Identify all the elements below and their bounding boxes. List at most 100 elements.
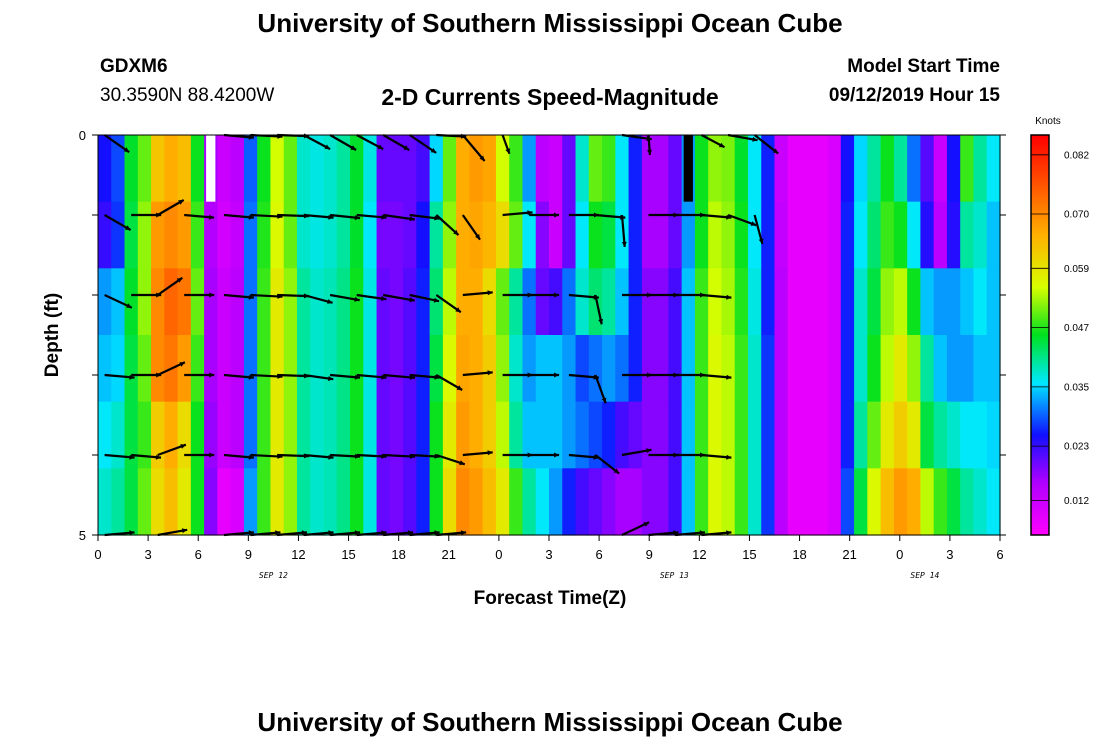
heat-cell xyxy=(137,335,152,403)
heat-cell xyxy=(986,268,1001,336)
colorbar-tick-label: 0.047 xyxy=(1064,323,1089,334)
heat-cell xyxy=(562,401,577,469)
heat-cell xyxy=(747,135,762,203)
vector-arrowhead xyxy=(155,454,161,460)
heat-cell xyxy=(389,268,404,336)
heat-cell xyxy=(920,135,935,203)
heat-cell xyxy=(323,135,338,203)
x-axis-label: Forecast Time(Z) xyxy=(474,588,627,609)
heat-cell xyxy=(854,268,868,336)
vector-arrowhead xyxy=(409,297,415,303)
colorbar-tick-label: 0.082 xyxy=(1064,150,1089,161)
heat-cell xyxy=(283,135,298,203)
heat-cell xyxy=(893,201,908,269)
vector-arrowhead xyxy=(621,241,627,247)
vector-arrowhead xyxy=(301,530,307,536)
vector-arrowhead xyxy=(381,214,387,220)
heat-cell xyxy=(204,268,218,336)
heat-cell xyxy=(933,468,948,536)
heat-cell xyxy=(761,135,776,203)
heat-cell xyxy=(336,401,351,469)
heat-cell xyxy=(562,268,577,336)
heat-cell xyxy=(310,135,325,203)
current-vector xyxy=(104,453,135,459)
heat-cell xyxy=(270,135,285,203)
heat-cell xyxy=(907,135,922,203)
heat-cell xyxy=(973,135,988,203)
heat-cell xyxy=(893,135,908,203)
current-vector xyxy=(103,134,130,154)
vector-arrowhead xyxy=(248,214,254,220)
heat-cell xyxy=(416,135,431,203)
heat-cell xyxy=(336,335,351,403)
heat-cell xyxy=(296,135,311,203)
heat-cell xyxy=(336,135,351,203)
heat-cell xyxy=(535,468,550,536)
heat-cell xyxy=(310,268,325,336)
heat-cell xyxy=(628,335,643,403)
chart-axes: 0 3 6 9 12 15 18 21 0 3 6 9 12 15 18 21 0 3 6 SEP 12 SEP 13 S… xyxy=(79,128,1006,580)
heat-cell xyxy=(217,401,232,469)
heat-cell xyxy=(336,468,351,536)
heat-cell xyxy=(204,468,218,536)
vector-arrowhead xyxy=(324,144,331,150)
heat-cell xyxy=(98,268,112,336)
heat-cell xyxy=(442,135,457,203)
current-vector xyxy=(356,453,387,458)
heat-cell xyxy=(893,335,908,403)
x-tick-label: 21 xyxy=(842,547,856,562)
vector-arrowhead xyxy=(718,142,725,148)
vector-arrowhead xyxy=(126,303,132,308)
vector-arrowhead xyxy=(328,376,334,381)
heat-cell xyxy=(986,201,1001,269)
heat-cell xyxy=(668,468,683,536)
heat-cell xyxy=(257,135,272,203)
heat-cell xyxy=(734,201,749,269)
heat-cell xyxy=(615,335,630,403)
heat-cell xyxy=(217,468,232,536)
heat-cell xyxy=(694,468,709,536)
heat-cell xyxy=(350,268,364,336)
heat-cell xyxy=(681,201,696,269)
heat-cell xyxy=(204,201,218,269)
heat-cell xyxy=(151,335,165,403)
heat-cell xyxy=(615,401,630,469)
x-tick-label: 6 xyxy=(195,547,202,562)
heat-cell xyxy=(482,201,497,269)
heat-cell xyxy=(960,401,975,469)
heat-cell xyxy=(602,468,616,536)
heat-cell xyxy=(151,135,165,203)
vector-arrowhead xyxy=(598,318,604,325)
heat-cell xyxy=(960,135,975,203)
heat-cell xyxy=(602,135,616,203)
vector-arrowhead xyxy=(726,294,732,300)
heat-cell xyxy=(907,401,922,469)
heat-cell xyxy=(217,335,232,403)
heat-cell xyxy=(801,201,815,269)
heat-cell xyxy=(575,401,590,469)
vector-arrowhead xyxy=(554,212,560,218)
heat-cell xyxy=(681,268,696,336)
heat-cell xyxy=(190,468,205,536)
heat-cell xyxy=(522,401,537,469)
heat-cell xyxy=(708,268,723,336)
heat-cell xyxy=(694,201,709,269)
station-id: GDXM6 xyxy=(100,56,168,77)
heat-cell xyxy=(973,201,988,269)
heat-cell xyxy=(973,401,988,469)
heat-cell xyxy=(310,468,325,536)
vector-arrowhead xyxy=(125,225,131,230)
footer-title: University of Southern Mississippi Ocean… xyxy=(257,707,843,737)
heat-cell xyxy=(973,335,988,403)
heat-cell xyxy=(854,335,868,403)
heat-cell xyxy=(867,268,882,336)
heat-cell xyxy=(827,268,842,336)
date-label: SEP 12 xyxy=(259,571,288,580)
heat-cell xyxy=(549,201,563,269)
heat-cell xyxy=(190,335,205,403)
current-vector xyxy=(383,453,416,458)
heat-cell xyxy=(893,268,908,336)
heat-cell xyxy=(177,335,192,403)
heat-cell xyxy=(442,268,457,336)
heat-cell xyxy=(389,135,404,203)
